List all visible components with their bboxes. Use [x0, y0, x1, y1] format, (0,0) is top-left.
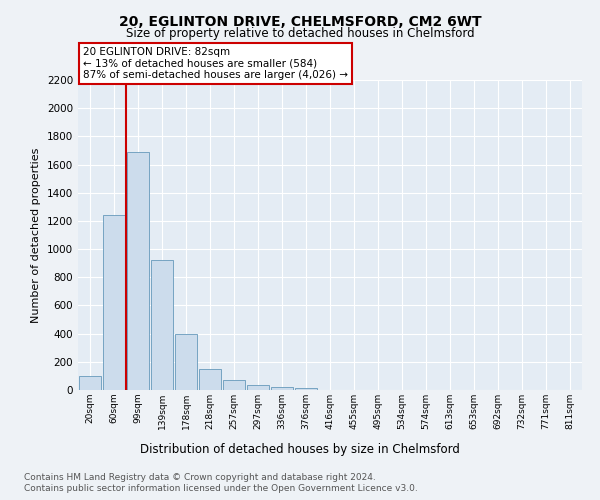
- Text: Contains HM Land Registry data © Crown copyright and database right 2024.: Contains HM Land Registry data © Crown c…: [24, 472, 376, 482]
- Text: Size of property relative to detached houses in Chelmsford: Size of property relative to detached ho…: [125, 28, 475, 40]
- Bar: [151, 260, 173, 390]
- Text: 20 EGLINTON DRIVE: 82sqm
← 13% of detached houses are smaller (584)
87% of semi-: 20 EGLINTON DRIVE: 82sqm ← 13% of detach…: [83, 47, 348, 80]
- Bar: [223, 380, 245, 390]
- Bar: [247, 385, 269, 390]
- Text: Distribution of detached houses by size in Chelmsford: Distribution of detached houses by size …: [140, 442, 460, 456]
- Bar: [295, 388, 317, 390]
- Bar: [103, 216, 125, 390]
- Bar: [271, 387, 293, 390]
- Bar: [175, 334, 197, 390]
- Bar: [127, 152, 149, 390]
- Text: Contains public sector information licensed under the Open Government Licence v3: Contains public sector information licen…: [24, 484, 418, 493]
- Bar: [199, 369, 221, 390]
- Y-axis label: Number of detached properties: Number of detached properties: [31, 148, 41, 322]
- Bar: [79, 376, 101, 390]
- Text: 20, EGLINTON DRIVE, CHELMSFORD, CM2 6WT: 20, EGLINTON DRIVE, CHELMSFORD, CM2 6WT: [119, 15, 481, 29]
